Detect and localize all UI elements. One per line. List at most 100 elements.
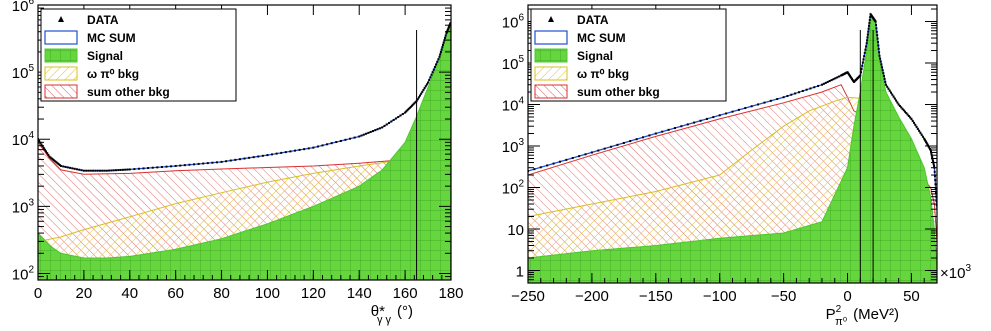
data-point	[40, 143, 43, 146]
data-point	[448, 25, 451, 28]
data-point	[266, 154, 269, 157]
data-point	[211, 161, 214, 164]
y-tick-mantissa: 10	[502, 181, 519, 198]
data-point	[376, 128, 379, 131]
data-point	[394, 117, 397, 120]
data-point	[440, 48, 443, 51]
data-point	[261, 154, 264, 157]
y-tick-mantissa: 1	[516, 264, 524, 281]
data-point	[444, 36, 447, 39]
y-tick-label: 103	[12, 197, 35, 216]
data-point	[238, 158, 241, 161]
data-point	[401, 113, 404, 116]
data-point	[693, 121, 696, 124]
data-point	[371, 130, 374, 133]
data-point	[705, 117, 708, 120]
data-point	[367, 131, 370, 134]
data-point	[420, 92, 423, 95]
data-point	[737, 108, 740, 111]
data-point	[160, 166, 163, 169]
x-tick-label: 60	[167, 285, 184, 302]
data-point	[597, 149, 600, 152]
data-point	[876, 37, 879, 40]
data-point	[257, 155, 260, 158]
data-point	[931, 156, 934, 159]
data-point	[445, 32, 448, 35]
data-point	[73, 167, 76, 170]
data-point	[229, 159, 232, 162]
x-tick-label: 0	[34, 285, 42, 302]
data-point	[45, 150, 48, 153]
data-point	[399, 114, 402, 117]
data-point	[390, 120, 393, 123]
data-point	[933, 170, 936, 173]
data-point	[866, 36, 869, 39]
y-tick-exponent: 6	[518, 13, 524, 24]
data-point	[165, 165, 168, 168]
y-tick-label: 106	[502, 13, 525, 32]
legend-label-omega: ω π⁰ bkg	[87, 67, 139, 81]
data-point	[50, 157, 53, 160]
legend-label-data: DATA	[577, 13, 609, 27]
data-point	[412, 103, 415, 106]
y-tick-label: 105	[12, 63, 35, 82]
data-point	[234, 158, 237, 161]
data-point	[565, 158, 568, 161]
data-point	[757, 103, 760, 106]
data-point	[101, 169, 104, 172]
data-point	[128, 168, 131, 171]
legend-label-other: sum other bkg	[577, 85, 660, 99]
data-point	[410, 104, 413, 107]
data-point	[303, 148, 306, 151]
data-point	[864, 48, 867, 51]
data-point	[437, 58, 440, 61]
data-point	[421, 90, 424, 93]
data-point	[147, 167, 150, 170]
data-point	[881, 69, 884, 72]
data-point	[62, 165, 65, 168]
x-tick-label: 0	[843, 288, 851, 305]
data-point	[868, 21, 871, 24]
x-axis-label-sup: 2	[836, 304, 842, 315]
data-point	[43, 148, 46, 151]
data-point	[887, 87, 890, 90]
data-point	[431, 71, 434, 74]
y-tick-mantissa: 10	[12, 266, 29, 283]
x-tick-label: 40	[121, 285, 138, 302]
data-point	[882, 75, 885, 78]
data-point	[446, 28, 449, 31]
data-point	[830, 79, 833, 82]
data-point	[836, 76, 839, 79]
data-point	[202, 162, 205, 165]
data-point	[824, 81, 827, 84]
data-point	[629, 140, 632, 143]
chart-left: 0 20 40 60 80 100 120 140 160 180102103104105106θ…	[12, 0, 464, 326]
data-point	[731, 110, 734, 113]
data-point	[866, 33, 869, 36]
y-tick-exponent: 3	[518, 137, 524, 148]
data-point	[349, 137, 352, 140]
data-point	[392, 118, 395, 121]
x-tick-label: −250	[511, 288, 545, 305]
y-tick-mantissa: 10	[12, 0, 29, 15]
data-point	[886, 85, 889, 88]
data-point	[121, 168, 124, 171]
data-point	[935, 204, 937, 207]
data-point	[776, 98, 779, 101]
data-point	[828, 80, 831, 83]
data-point	[763, 101, 766, 104]
data-point	[884, 83, 887, 86]
data-point	[934, 187, 937, 190]
data-point	[404, 111, 407, 114]
data-point	[89, 169, 92, 172]
data-point	[867, 27, 870, 30]
y-tick-mantissa: 10	[502, 139, 519, 156]
data-point	[786, 94, 789, 97]
data-point	[750, 105, 753, 108]
x-axis-label: θ*γ γ (°)	[371, 303, 413, 326]
data-point	[360, 134, 363, 137]
data-point	[438, 55, 441, 58]
data-point	[934, 183, 937, 186]
data-point	[444, 34, 447, 37]
data-point	[861, 64, 864, 67]
